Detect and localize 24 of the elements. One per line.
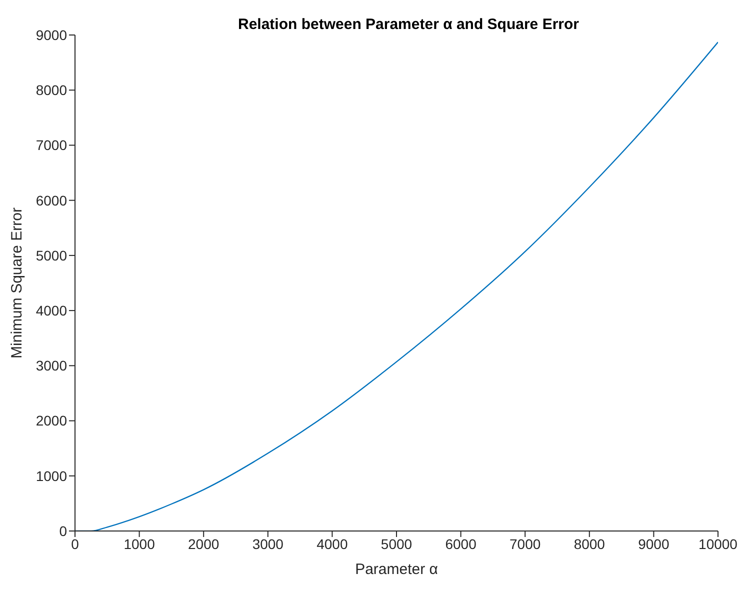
x-tick-label: 4000 [316,536,348,552]
y-tick-label: 6000 [36,192,68,208]
x-tick-label: 2000 [188,536,220,552]
x-tick-label: 7000 [510,536,541,552]
y-tick-label: 5000 [36,247,68,264]
x-tick-label: 5000 [380,536,412,552]
x-tick-label: 9000 [638,536,670,552]
x-tick-label: 3000 [252,536,284,552]
chart-title: Relation between Parameter α and Square Error [237,16,580,33]
x-axis-title: Parameter α [355,561,438,578]
y-tick-label: 1000 [36,468,68,484]
y-tick-label: 7000 [36,137,68,154]
y-tick-label: 4000 [36,302,68,319]
y-tick-label: 8000 [36,82,68,98]
x-tick-label: 6000 [445,536,477,552]
y-tick-label: 3000 [36,358,68,374]
x-tick-label: 1000 [124,536,156,552]
y-axis-title: Minimum Square Error [8,208,26,358]
y-tick-label: 9000 [36,26,68,43]
x-tick-label: 8000 [574,536,606,552]
x-tick-label: 0 [71,536,80,552]
y-tick-label: 2000 [36,412,68,429]
x-tick-label: 10000 [698,536,738,552]
y-tick-label: 0 [59,522,68,539]
